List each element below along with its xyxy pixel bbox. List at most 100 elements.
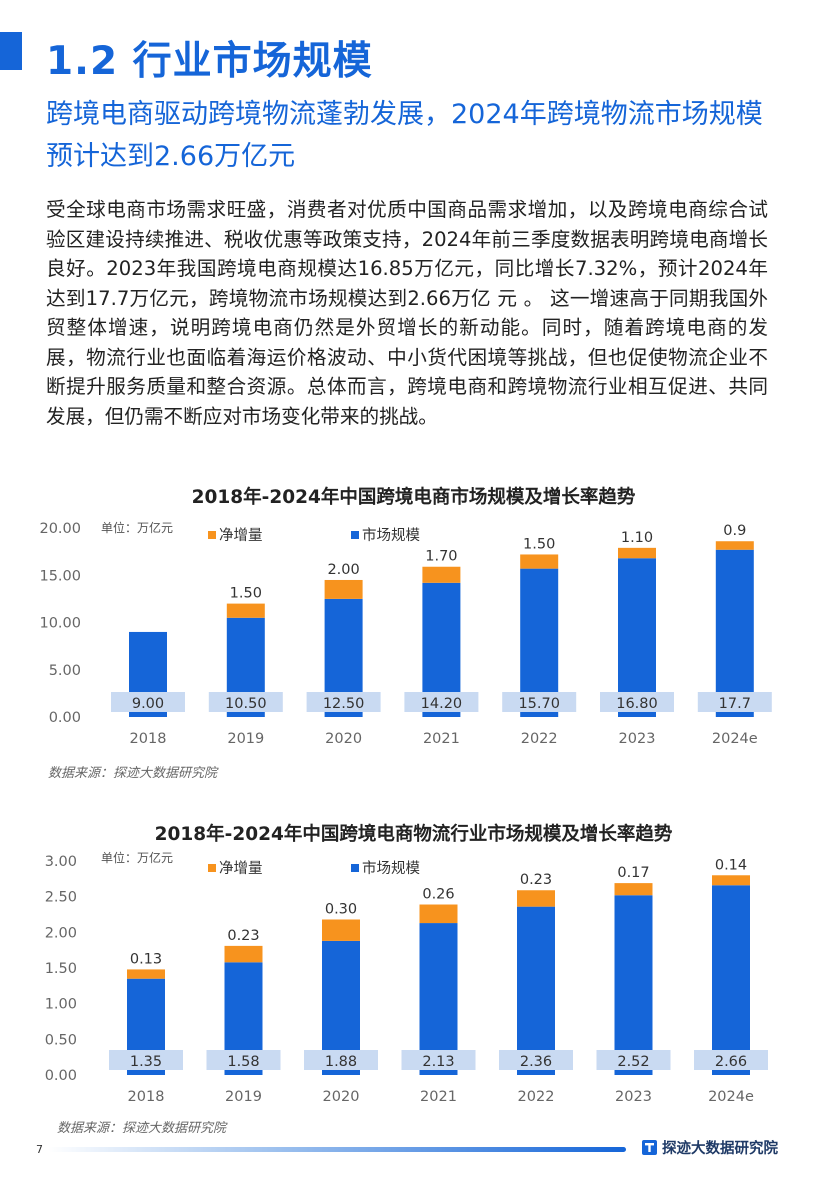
chart2-title: 2018年-2024年中国跨境电商物流行业市场规模及增长率趋势 [154, 824, 673, 845]
chart1-value-label-net-increase: 1.50 [523, 536, 555, 552]
chart2-value-label-market-size: 1.88 [325, 1054, 357, 1070]
chart2-x-category-label: 2019 [225, 1089, 262, 1105]
body-paragraph: 受全球电商市场需求旺盛，消费者对优质中国商品需求增加，以及跨境电商综合试验区建设… [46, 198, 768, 428]
chart2-bar-net-increase [712, 875, 750, 886]
chart1-value-label-market-size: 9.00 [132, 696, 164, 712]
footer-gradient-line [48, 1147, 626, 1152]
chart2-bar-net-increase [127, 969, 165, 979]
chart1-title: 2018年-2024年中国跨境电商市场规模及增长率趋势 [191, 487, 636, 508]
chart2-value-label-box [596, 1050, 671, 1070]
chart2-bar-market-size [517, 906, 555, 1075]
chart2-legend-swatch-net-increase [208, 864, 216, 872]
chart1-y-tick: 0.00 [49, 710, 81, 726]
chart2-value-label-net-increase: 0.23 [520, 872, 552, 888]
chart2-x-category-label: 2024e [708, 1089, 754, 1105]
chart1-bar-net-increase [422, 566, 461, 583]
chart2-bar-net-increase [419, 904, 458, 924]
chart1-bar-market-size [618, 558, 656, 717]
chart1-value-label-box [502, 692, 577, 712]
chart2-legend-swatch-market-size [351, 864, 359, 872]
chart2-value-label-net-increase: 0.26 [422, 887, 454, 903]
chart2-value-label-market-size: 1.35 [130, 1054, 162, 1070]
chart2-value-label-net-increase: 0.14 [715, 857, 747, 873]
chart1-bar-net-increase [226, 603, 265, 618]
chart1-value-label-box [697, 692, 772, 712]
chart1-value-label-market-size: 16.80 [616, 696, 658, 712]
chart1-legend-swatch-market-size [351, 531, 359, 539]
chart2-legend-label-net-increase: 净增量 [219, 860, 263, 877]
chart1-value-label-net-increase: 1.50 [230, 586, 262, 602]
chart1-legend-label-market-size: 市场规模 [362, 527, 420, 544]
chart1-value-label-market-size: 14.20 [421, 696, 463, 712]
brand-logo-icon [642, 1140, 657, 1155]
chart2-bar-net-increase [614, 883, 653, 896]
chart2-legend-label-market-size: 市场规模 [362, 860, 420, 877]
chart2-y-tick: 3.00 [45, 854, 77, 870]
chart2-bar-net-increase [322, 919, 360, 941]
chart2-bar-market-size [614, 895, 653, 1075]
chart2-value-label-box [109, 1050, 183, 1070]
chart1-value-label-box [404, 692, 479, 712]
chart2-bar-market-size [712, 885, 750, 1075]
brand: 探迹大数据研究院 [642, 1137, 778, 1158]
chart2-value-label-market-size: 1.58 [227, 1054, 259, 1070]
title-accent-bar [0, 32, 22, 70]
page-number: 7 [36, 1143, 43, 1156]
chart1-x-category-label: 2021 [423, 731, 460, 747]
chart1-y-tick: 20.00 [39, 521, 81, 537]
chart2-value-label-box [694, 1050, 768, 1070]
subtitle: 跨境电商驱动跨境物流蓬勃发展，2024年跨境物流市场规模预计达到2.66万亿元 [46, 99, 763, 172]
chart1-unit-label: 单位：万亿元 [101, 520, 173, 535]
chart1-bar-net-increase [715, 541, 754, 550]
chart2-value-label-box [401, 1050, 476, 1070]
chart2-x-category-label: 2020 [323, 1089, 360, 1105]
chart2-value-label-box [304, 1050, 378, 1070]
chart1-value-label-box [600, 692, 674, 712]
chart2-source: 数据来源：探迹大数据研究院 [57, 1121, 227, 1136]
chart1-value-label-box [306, 692, 381, 712]
chart2-unit-label: 单位：万亿元 [101, 850, 173, 865]
chart1-y-tick: 10.00 [39, 616, 81, 632]
chart1-value-label-market-size: 10.50 [225, 696, 267, 712]
chart2-bar-market-size [419, 923, 458, 1075]
chart1-x-category-label: 2019 [227, 731, 264, 747]
chart1-value-label-box [208, 692, 283, 712]
chart1-source: 数据来源：探迹大数据研究院 [48, 766, 218, 781]
chart2-y-tick: 0.50 [45, 1032, 77, 1048]
chart2-x-category-label: 2021 [420, 1089, 457, 1105]
chart2-y-tick: 0.00 [45, 1068, 77, 1084]
chart2-value-label-net-increase: 0.30 [325, 901, 357, 917]
chart2-value-label-market-size: 2.66 [715, 1054, 747, 1070]
chart2-value-label-market-size: 2.52 [617, 1054, 649, 1070]
chart2-value-label-box [206, 1050, 281, 1070]
chart2-y-tick: 1.00 [45, 997, 77, 1013]
chart1-y-tick: 5.00 [49, 663, 81, 679]
chart1-value-label-market-size: 17.7 [719, 696, 751, 712]
chart2-value-label-box [499, 1050, 573, 1070]
brand-name: 探迹大数据研究院 [662, 1141, 778, 1157]
chart1-bar-market-size [715, 549, 754, 717]
chart2-x-category-label: 2022 [518, 1089, 555, 1105]
chart2-y-tick: 1.50 [45, 961, 77, 977]
chart1-x-category-label: 2018 [130, 731, 167, 747]
chart2-y-tick: 2.50 [45, 890, 77, 906]
chart1-x-category-label: 2022 [521, 731, 558, 747]
chart1-value-label-net-increase: 1.70 [425, 549, 457, 565]
chart1-bar-net-increase [324, 579, 363, 599]
chart1-value-label-market-size: 12.50 [323, 696, 365, 712]
chart1-x-category-label: 2024e [712, 731, 758, 747]
chart2-bar-net-increase [517, 890, 555, 907]
chart1-value-label-market-size: 15.70 [518, 696, 560, 712]
chart1-value-label-net-increase: 1.10 [621, 530, 653, 546]
chart1-x-category-label: 2020 [325, 731, 362, 747]
chart2-value-label-market-size: 2.13 [422, 1054, 454, 1070]
chart1-x-category-label: 2023 [619, 731, 656, 747]
chart2-x-category-label: 2018 [128, 1089, 165, 1105]
chart2-x-category-label: 2023 [615, 1089, 652, 1105]
chart2-value-label-net-increase: 0.17 [617, 865, 649, 881]
chart1-value-label-net-increase: 0.9 [723, 523, 746, 539]
chart1-value-label-box [111, 692, 185, 712]
chart1-bar-net-increase [618, 547, 656, 559]
chart1-y-tick: 15.00 [39, 568, 81, 584]
